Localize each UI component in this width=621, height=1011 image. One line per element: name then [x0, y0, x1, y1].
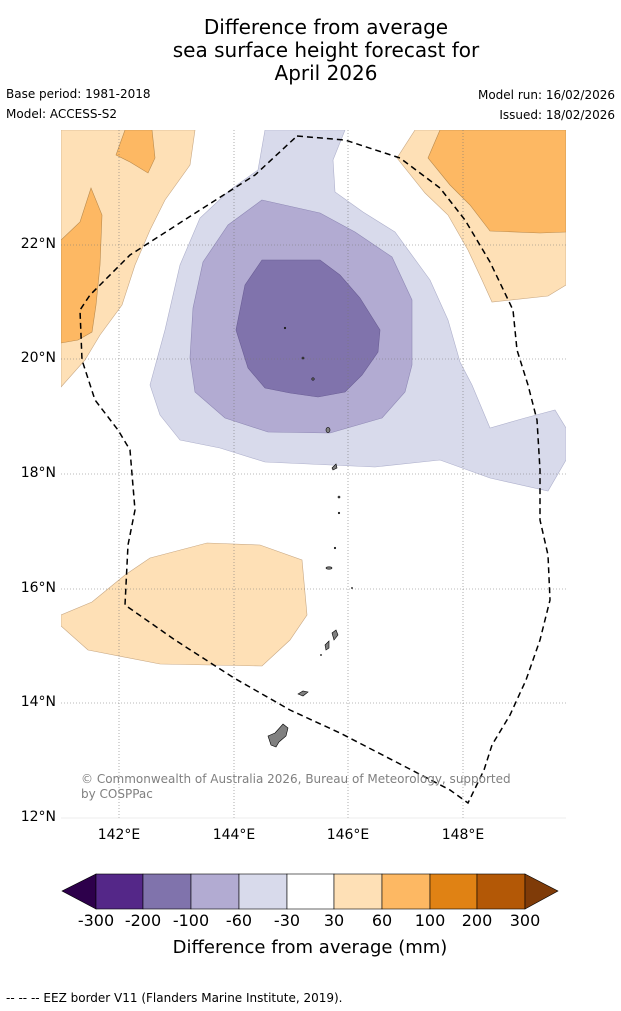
lat-label-14n: 14°N — [20, 694, 56, 710]
title-line-3: April 2026 — [274, 61, 378, 85]
islands — [267, 326, 353, 748]
colorbar-bin-2 — [142, 873, 192, 910]
colorbar-bin-3 — [190, 873, 240, 910]
colorbar-bin-9 — [476, 873, 526, 910]
base-period: Base period: 1981-2018 — [6, 87, 151, 101]
colorbar-extend-high — [524, 873, 559, 910]
guam-island — [267, 723, 289, 748]
colorbar-bin-8 — [429, 873, 478, 910]
contour-pos-30-south — [61, 542, 308, 667]
eez-border — [79, 135, 551, 805]
colorbar-bin-4 — [238, 873, 288, 910]
colorbar-label-minus-60: -60 — [225, 911, 253, 930]
model-name: Model: ACCESS-S2 — [6, 107, 118, 121]
issued-date: Issued: 18/02/2026 — [499, 108, 615, 122]
colorbar-label-60: 60 — [371, 911, 393, 930]
colorbar-label-minus-30: -30 — [273, 911, 301, 930]
lat-label-12n: 12°N — [20, 809, 56, 825]
contour-pos-60-west — [61, 187, 103, 344]
colorbar-label-200: 200 — [461, 911, 493, 930]
contour-pos-60-northeast — [427, 130, 566, 234]
colorbar-bin-5 — [286, 873, 335, 910]
lat-label-20n: 20°N — [20, 350, 56, 366]
colorbar-label-minus-300: -300 — [77, 911, 115, 930]
colorbar-label-minus-200: -200 — [124, 911, 162, 930]
colorbar-title: Difference from average (mm) — [172, 937, 448, 958]
lon-label-142e: 142°E — [97, 827, 141, 843]
contour-pos-30-west — [61, 130, 196, 388]
title-line-1: Difference from average — [203, 15, 449, 39]
model-run: Model run: 16/02/2026 — [477, 88, 615, 102]
colorbar-extend-low — [61, 873, 97, 910]
colorbar-label-30: 30 — [323, 911, 345, 930]
lon-label-144e: 144°E — [212, 827, 256, 843]
contour-neg-100 — [235, 259, 381, 398]
colorbar-label-300: 300 — [509, 911, 541, 930]
lat-label-18n: 18°N — [20, 465, 56, 481]
colorbar-bin-6 — [333, 873, 383, 910]
colorbar-bin-7 — [381, 873, 431, 910]
lat-label-22n: 22°N — [20, 236, 56, 252]
contour-layer — [61, 130, 566, 818]
copyright-notice: © Commonwealth of Australia 2026, Bureau… — [81, 772, 511, 801]
colorbar — [61, 873, 559, 910]
colorbar-label-minus-100: -100 — [172, 911, 210, 930]
lon-label-148e: 148°E — [441, 827, 485, 843]
lat-label-16n: 16°N — [20, 580, 56, 596]
eez-footnote: -- -- -- EEZ border V11 (Flanders Marine… — [6, 991, 343, 1005]
title-line-2: sea surface height forecast for — [172, 38, 480, 62]
contour-pos-60-north — [115, 130, 156, 174]
colorbar-bin-1 — [95, 873, 144, 910]
lon-label-146e: 146°E — [326, 827, 370, 843]
graticule — [61, 130, 566, 818]
map-title: Difference from average sea surface heig… — [0, 16, 621, 85]
colorbar-label-100: 100 — [414, 911, 446, 930]
